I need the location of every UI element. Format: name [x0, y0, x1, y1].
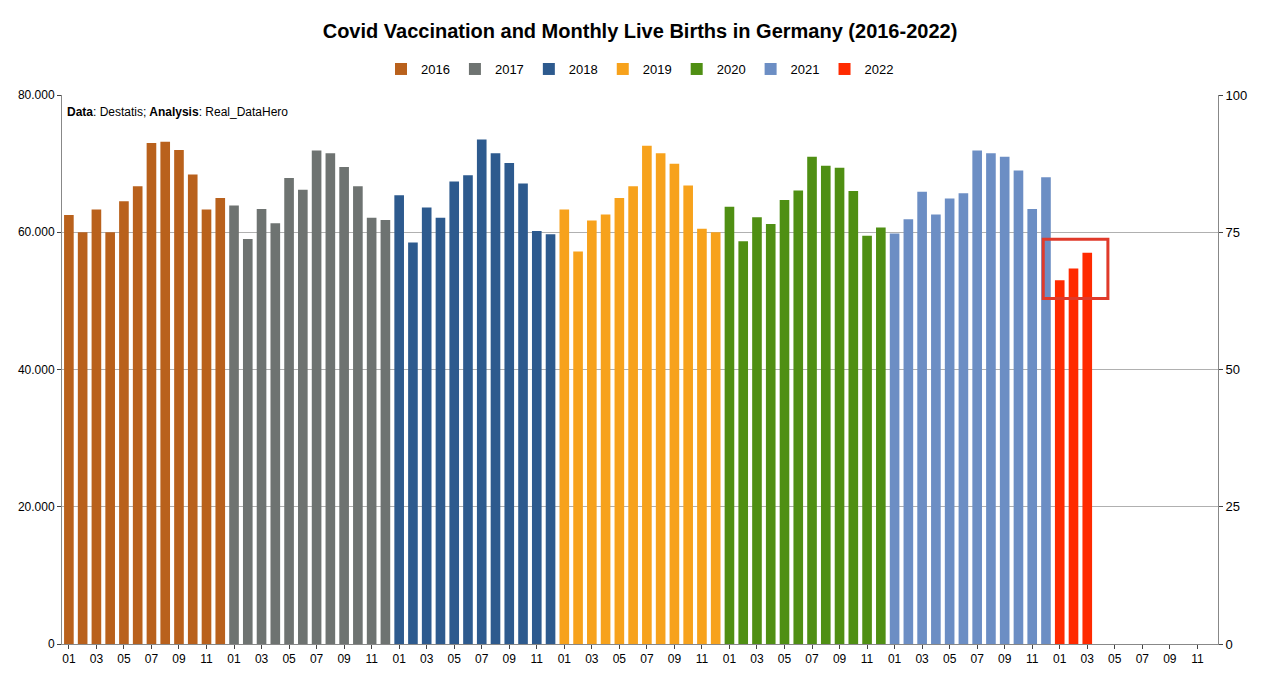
svg-text:2018: 2018: [569, 62, 598, 77]
svg-text:07: 07: [475, 652, 489, 666]
svg-text:03: 03: [90, 652, 104, 666]
svg-text:25: 25: [1226, 499, 1240, 514]
svg-text:03: 03: [255, 652, 269, 666]
svg-text:09: 09: [833, 652, 847, 666]
svg-text:03: 03: [420, 652, 434, 666]
svg-text:01: 01: [62, 652, 76, 666]
svg-text:2016: 2016: [421, 62, 450, 77]
svg-text:100: 100: [1226, 88, 1248, 103]
svg-text:07: 07: [310, 652, 324, 666]
svg-text:75: 75: [1226, 225, 1240, 240]
svg-text:11: 11: [861, 652, 874, 666]
svg-text:Covid Vaccination and Monthly: Covid Vaccination and Monthly Live Birth…: [323, 20, 958, 42]
svg-text:01: 01: [1053, 652, 1067, 666]
svg-text:60.000: 60.000: [18, 225, 55, 239]
svg-text:03: 03: [915, 652, 929, 666]
svg-text:05: 05: [943, 652, 957, 666]
svg-text:2021: 2021: [791, 62, 820, 77]
svg-text:01: 01: [392, 652, 406, 666]
svg-text:2020: 2020: [717, 62, 746, 77]
svg-text:03: 03: [750, 652, 764, 666]
svg-text:11: 11: [365, 652, 378, 666]
svg-text:20.000: 20.000: [18, 500, 55, 514]
svg-text:80.000: 80.000: [18, 88, 55, 102]
svg-text:05: 05: [613, 652, 627, 666]
svg-text:40.000: 40.000: [18, 363, 55, 377]
svg-text:03: 03: [1081, 652, 1095, 666]
svg-text:05: 05: [282, 652, 296, 666]
svg-text:09: 09: [668, 652, 682, 666]
svg-text:09: 09: [1163, 652, 1177, 666]
svg-text:07: 07: [805, 652, 819, 666]
svg-text:11: 11: [1191, 652, 1204, 666]
svg-text:07: 07: [145, 652, 159, 666]
svg-text:03: 03: [585, 652, 599, 666]
svg-text:09: 09: [503, 652, 517, 666]
svg-text:Data: Destatis; Analysis: Real: Data: Destatis; Analysis: Real_DataHero: [67, 105, 288, 119]
svg-text:2022: 2022: [865, 62, 894, 77]
svg-text:0: 0: [48, 637, 55, 651]
svg-text:05: 05: [117, 652, 131, 666]
svg-text:07: 07: [970, 652, 984, 666]
svg-text:07: 07: [640, 652, 654, 666]
svg-text:09: 09: [337, 652, 351, 666]
svg-text:01: 01: [723, 652, 737, 666]
svg-text:11: 11: [1026, 652, 1039, 666]
svg-text:05: 05: [448, 652, 462, 666]
svg-text:09: 09: [998, 652, 1012, 666]
svg-text:05: 05: [778, 652, 792, 666]
svg-text:01: 01: [558, 652, 572, 666]
svg-text:2017: 2017: [495, 62, 524, 77]
svg-text:05: 05: [1108, 652, 1122, 666]
svg-text:01: 01: [888, 652, 902, 666]
svg-text:01: 01: [227, 652, 241, 666]
svg-text:11: 11: [200, 652, 213, 666]
svg-text:11: 11: [696, 652, 709, 666]
svg-text:11: 11: [531, 652, 544, 666]
svg-text:50: 50: [1226, 362, 1240, 377]
svg-text:09: 09: [172, 652, 186, 666]
svg-text:0: 0: [1226, 637, 1233, 652]
svg-text:2019: 2019: [643, 62, 672, 77]
svg-text:07: 07: [1136, 652, 1150, 666]
